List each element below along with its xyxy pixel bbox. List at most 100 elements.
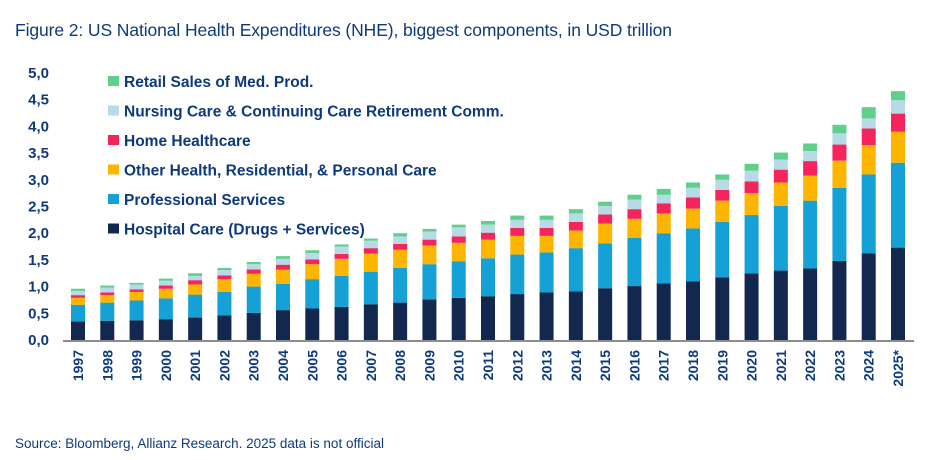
legend-label: Home Healthcare xyxy=(124,133,251,150)
bar-stack-2004 xyxy=(276,256,290,340)
bar-segment xyxy=(744,215,759,274)
bar-segment xyxy=(129,282,144,285)
bar-segment xyxy=(217,267,232,271)
x-tick-label: 2000 xyxy=(158,350,174,381)
bar-segment xyxy=(861,253,876,340)
x-tick-label: 2009 xyxy=(421,350,437,381)
bar-segment xyxy=(891,162,905,248)
bar-stack-2006 xyxy=(334,244,349,340)
bar-segment xyxy=(422,239,437,246)
bar-segment xyxy=(363,304,378,340)
bar-segment xyxy=(422,264,437,300)
x-tick-label: 2017 xyxy=(656,350,672,381)
bar-segment xyxy=(100,285,115,288)
bar-segment xyxy=(305,308,320,340)
bar-stack-2021 xyxy=(773,152,788,340)
x-tick-label: 2012 xyxy=(509,350,525,381)
bar-segment xyxy=(627,286,642,340)
legend-item: Home Healthcare xyxy=(108,133,251,150)
bar-segment xyxy=(305,252,320,260)
x-tick-label: 1998 xyxy=(99,350,115,381)
bar-segment xyxy=(188,317,203,340)
bar-segment xyxy=(510,254,525,295)
bar-segment xyxy=(188,273,203,276)
bar-segment xyxy=(363,238,378,241)
x-tick-label: 2019 xyxy=(714,350,730,381)
bar-segment xyxy=(217,270,232,276)
bar-segment xyxy=(773,182,788,206)
legend-label: Other Health, Residential, & Personal Ca… xyxy=(124,163,437,180)
bars xyxy=(71,91,905,340)
bar-segment xyxy=(276,269,290,284)
bar-segment xyxy=(71,304,85,322)
legend-swatch xyxy=(108,194,119,204)
bar-segment xyxy=(539,227,554,236)
x-tick-label: 2022 xyxy=(802,350,818,381)
bar-segment xyxy=(422,245,437,265)
bar-segment xyxy=(393,249,408,268)
bar-segment xyxy=(481,296,495,340)
bar-segment xyxy=(568,209,583,214)
bar-segment xyxy=(803,175,818,201)
bar-segment xyxy=(656,233,671,284)
bar-segment xyxy=(715,179,730,190)
bar-stack-2001 xyxy=(188,273,203,340)
bar-segment xyxy=(334,306,349,340)
bar-segment xyxy=(451,224,466,228)
x-tick-label: 2008 xyxy=(392,350,408,381)
bar-segment xyxy=(129,291,144,301)
bar-segment xyxy=(832,133,847,145)
bar-segment xyxy=(158,288,173,299)
bar-segment xyxy=(656,194,671,204)
bar-segment xyxy=(129,300,144,321)
legend-item: Nursing Care & Continuing Care Retiremen… xyxy=(108,104,504,121)
bar-segment xyxy=(891,100,905,114)
bar-segment xyxy=(217,275,232,280)
bar-segment xyxy=(686,187,700,198)
legend-swatch xyxy=(108,105,119,116)
bar-segment xyxy=(71,295,85,298)
bar-segment xyxy=(305,259,320,265)
bar-segment xyxy=(363,271,378,305)
bar-segment xyxy=(481,258,495,297)
bar-segment xyxy=(305,279,320,309)
bar-segment xyxy=(129,320,144,340)
bar-segment xyxy=(510,219,525,228)
bar-segment xyxy=(510,235,525,255)
bar-segment xyxy=(832,260,847,340)
x-tick-label: 2020 xyxy=(744,350,760,381)
legend-swatch xyxy=(108,76,119,86)
bar-segment xyxy=(363,240,378,249)
bar-segment xyxy=(363,253,378,272)
bar-segment xyxy=(158,278,173,281)
bar-stack-2007 xyxy=(363,238,378,340)
y-tick-label: 3,5 xyxy=(28,145,49,162)
bar-segment xyxy=(158,298,173,320)
bar-stack-2023 xyxy=(832,124,847,340)
bar-segment xyxy=(510,215,525,220)
bar-segment xyxy=(656,188,671,195)
bar-segment xyxy=(715,277,730,340)
bar-segment xyxy=(656,213,671,234)
y-tick-label: 2,0 xyxy=(28,225,49,242)
bar-segment xyxy=(334,258,349,276)
bar-segment xyxy=(334,246,349,255)
bar-segment xyxy=(832,144,847,161)
bar-segment xyxy=(188,275,203,281)
chart-title: Figure 2: US National Health Expenditure… xyxy=(15,20,672,40)
bar-stack-2022 xyxy=(803,143,818,340)
legend-item: Hospital Care (Drugs + Services) xyxy=(108,222,365,239)
bar-segment xyxy=(451,297,466,340)
bar-segment xyxy=(393,302,408,340)
bar-segment xyxy=(71,290,85,296)
bar-segment xyxy=(451,227,466,237)
bar-segment xyxy=(276,256,290,259)
bar-stack-2016 xyxy=(627,194,642,340)
bar-segment xyxy=(246,262,261,265)
bar-segment xyxy=(129,284,144,290)
bar-segment xyxy=(627,194,642,200)
bar-segment xyxy=(422,299,437,340)
x-tick-label: 1997 xyxy=(70,350,86,381)
y-tick-label: 0,0 xyxy=(28,332,49,349)
bar-segment xyxy=(598,243,613,289)
